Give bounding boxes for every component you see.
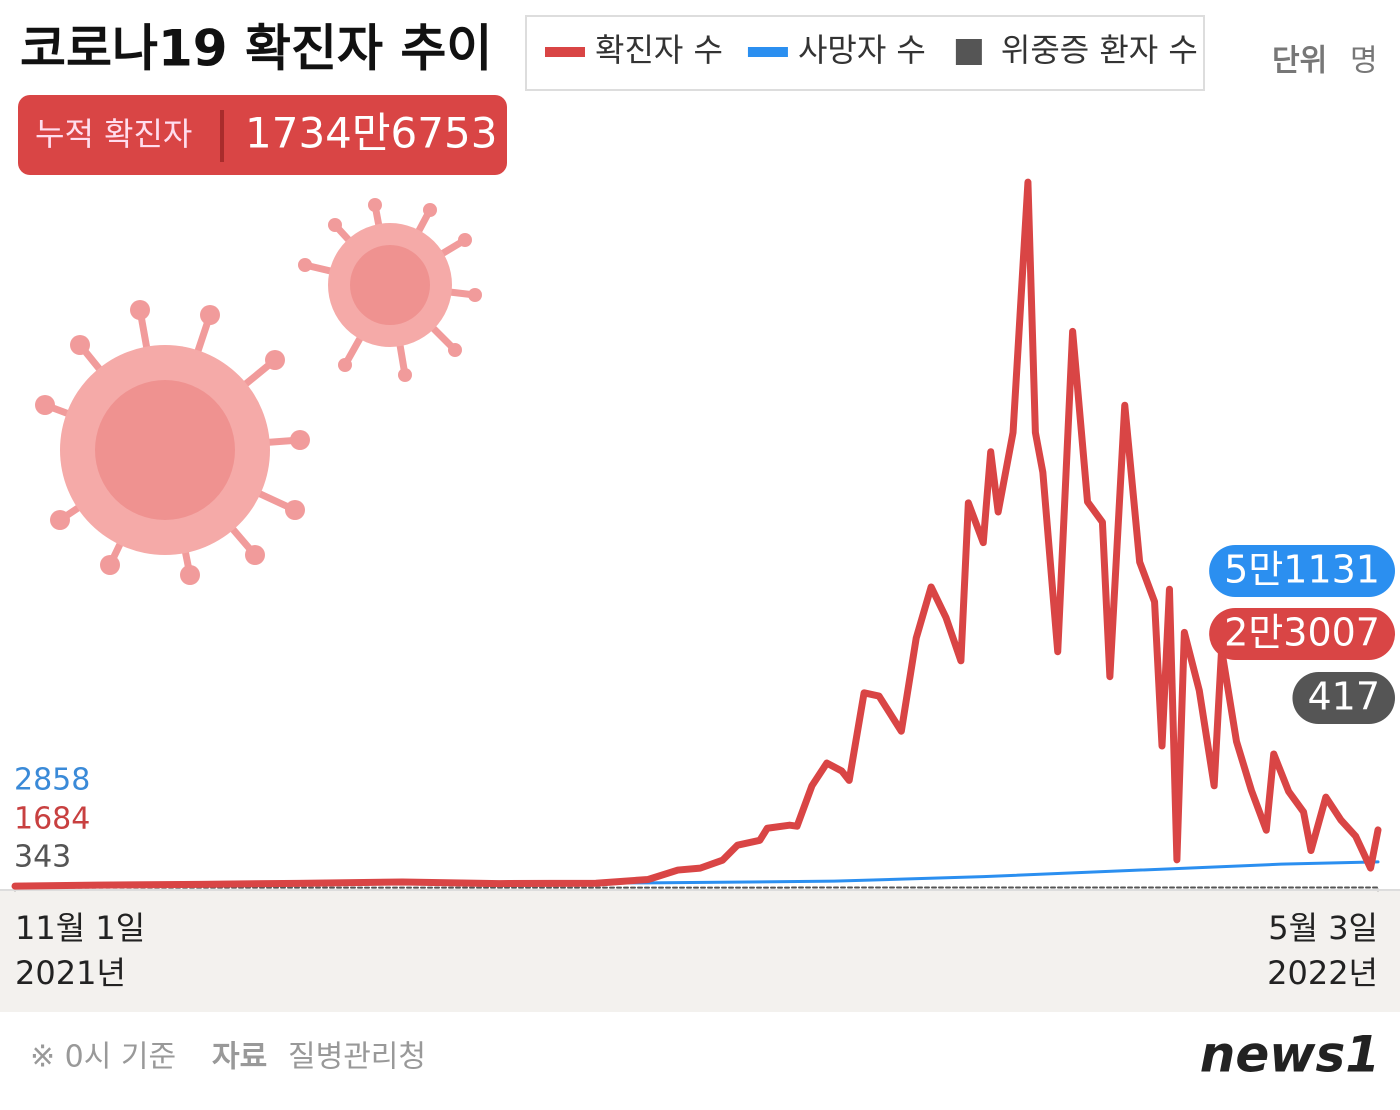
cumulative-value: 1734만6753 [245, 109, 497, 158]
logo: news1 [1200, 1026, 1380, 1084]
start-label: 2858 [14, 763, 90, 798]
source: 질병관리청 [288, 1040, 426, 1075]
start-label: 343 [14, 840, 71, 875]
x-tick-label: 11월 1일 [15, 909, 145, 947]
unit-label: 단위 [1272, 44, 1327, 79]
start-label: 1684 [14, 802, 90, 837]
legend-swatch [956, 39, 982, 65]
source-label: 자료 [212, 1040, 267, 1075]
legend: 확진자 수 사망자 수 위중증 환자 수 [545, 31, 1198, 69]
end-label: 5만1131 [1224, 548, 1380, 592]
end-label: 2만3007 [1224, 611, 1380, 655]
unit: 명 [1350, 44, 1378, 79]
legend-swatch [748, 47, 788, 57]
axis-band [0, 890, 1400, 1012]
legend-swatch [545, 47, 585, 57]
x-year-label: 2021년 [15, 954, 126, 992]
x-year-label: 2022년 [1267, 954, 1378, 992]
note: ※ 0시 기준 [30, 1040, 176, 1075]
chart-title: 코로나19 확진자 추이 [20, 20, 492, 78]
cumulative-label: 누적 확진자 [35, 115, 192, 153]
end-label: 417 [1307, 675, 1380, 719]
legend-label: 확진자 수 [595, 31, 723, 69]
x-tick-label: 5월 3일 [1268, 909, 1378, 947]
legend-label: 위중증 환자 수 [1001, 31, 1198, 69]
legend-label: 사망자 수 [798, 31, 926, 69]
